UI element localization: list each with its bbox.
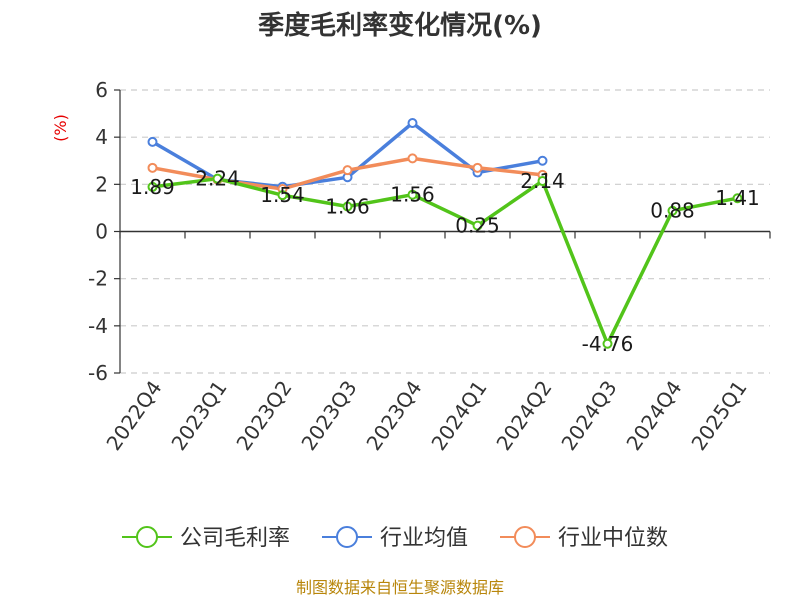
data-point — [537, 155, 548, 166]
y-tick-label: -6 — [88, 361, 108, 385]
x-tick-label: 2024Q2 — [491, 376, 556, 455]
legend-marker — [336, 526, 358, 548]
data-point — [732, 193, 743, 204]
y-axis-unit-label: (%) — [51, 114, 70, 142]
legend-marker — [136, 526, 158, 548]
data-point — [342, 165, 353, 176]
data-point — [602, 338, 613, 349]
x-tick-label: 2024Q3 — [556, 376, 621, 455]
data-point — [407, 118, 418, 129]
x-tick-label: 2023Q3 — [296, 376, 361, 455]
source-note: 制图数据来自恒生聚源数据库 — [296, 578, 504, 597]
data-label: 2.14 — [520, 169, 565, 193]
y-axis-ticks: 6 4 2 0 -2 -4 -6 — [88, 78, 120, 385]
y-tick-label: 6 — [95, 78, 108, 102]
x-tick-label: 2023Q4 — [361, 376, 426, 455]
legend: 公司毛利率 行业均值 行业中位数 — [122, 526, 668, 551]
data-point — [472, 162, 483, 173]
data-label: 0.25 — [455, 214, 500, 238]
y-tick-label: -4 — [88, 314, 108, 338]
data-point — [147, 181, 158, 192]
data-point — [407, 153, 418, 164]
legend-label: 行业均值 — [380, 526, 468, 551]
data-label: -4.76 — [582, 332, 634, 356]
x-tick-label: 2023Q2 — [231, 376, 296, 455]
legend-marker — [514, 526, 536, 548]
data-point — [277, 190, 288, 201]
data-point — [212, 173, 223, 184]
data-point — [537, 176, 548, 187]
data-label: 1.06 — [325, 195, 370, 219]
legend-label: 行业中位数 — [558, 526, 668, 551]
x-tick-label: 2024Q4 — [621, 376, 686, 455]
data-point — [147, 136, 158, 147]
y-tick-label: -2 — [88, 267, 108, 291]
data-point — [472, 220, 483, 231]
y-tick-label: 4 — [95, 125, 108, 149]
data-point — [407, 189, 418, 200]
x-tick-label: 2023Q1 — [166, 376, 231, 455]
y-tick-label: 2 — [95, 172, 108, 196]
data-label: 1.56 — [390, 183, 435, 207]
data-label: 1.41 — [715, 186, 760, 210]
data-point — [667, 205, 678, 216]
legend-label: 公司毛利率 — [180, 526, 290, 551]
x-tick-label: 2022Q4 — [101, 376, 166, 455]
series-line — [152, 176, 738, 346]
x-tick-label: 2024Q1 — [426, 376, 491, 455]
chart-title: 季度毛利率变化情况(%) — [258, 10, 542, 41]
x-axis-ticks: 2022Q4 2023Q1 2023Q2 2023Q3 2023Q4 2024Q1 2024… — [101, 231, 771, 455]
x-tick-label: 2025Q1 — [686, 376, 751, 455]
data-label: 1.54 — [260, 183, 305, 207]
data-point — [147, 162, 158, 173]
grid-lines — [120, 89, 770, 374]
data-label: 1.89 — [130, 175, 175, 199]
y-tick-label: 0 — [95, 220, 108, 244]
data-label: 2.24 — [195, 167, 240, 191]
series-points — [147, 118, 743, 349]
data-label: 0.88 — [650, 199, 695, 223]
data-labels: 1.89 2.24 1.54 1.06 1.56 0.25 2.14 -4.76 0.88 1.4… — [130, 167, 760, 356]
data-point — [342, 201, 353, 212]
